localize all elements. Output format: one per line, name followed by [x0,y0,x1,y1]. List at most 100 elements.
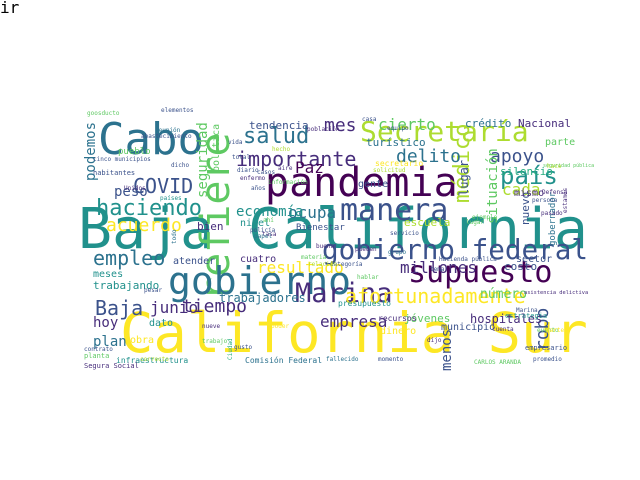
word: Unidos [124,185,146,192]
word: buena [316,243,335,250]
word: Secretaría [360,115,529,148]
word: elementos [161,107,194,114]
word: trabajadores [219,291,306,305]
word: crédito [465,117,512,130]
word: tiempo [182,296,248,317]
word: Marina [516,307,538,314]
word: dicho [171,162,190,169]
word: empresario [525,344,568,352]
word: cada [502,180,541,199]
word: Marina [295,278,393,309]
word: pesar [144,287,163,294]
word: bien [197,220,224,233]
word: Nacional [518,117,571,130]
word: acuerdo [106,215,182,236]
word: economía [236,204,304,220]
word: atender [173,256,216,267]
word: Defensa [542,189,568,196]
word: pueden [355,246,377,253]
word: tendencia [249,119,309,132]
word: nueve [202,323,221,330]
word: casos [257,169,276,176]
word: tema [430,266,445,273]
word: resultado [257,258,344,277]
word: escuela [404,216,451,229]
word: total [232,154,251,161]
word: jóvenes [404,312,451,325]
word: Hacienda pública [439,256,497,263]
word: información [268,179,308,186]
word: abastecimiento [141,133,192,140]
word: supuesto [408,255,553,290]
word: junio [150,298,199,317]
word: obra [130,335,155,346]
word: hoy [93,315,119,331]
word: todo [171,229,178,244]
word: millones [400,258,478,277]
word: parte [546,327,565,334]
word: goosducto [87,110,120,117]
word: hablar [357,274,379,281]
word: contrato [84,346,113,353]
word: cierto [378,115,436,134]
word: empresa [320,312,388,331]
word: policía [250,227,276,234]
word: poder [271,323,290,330]
word: reunión [155,127,181,134]
word: grupo [388,249,407,256]
word: cinco municipios [93,156,151,163]
word: aire [278,165,293,172]
word: número [480,287,527,302]
word: haciendo [96,196,202,221]
word: mismo [514,188,545,199]
word: CARLOS ARANDA [474,359,521,366]
word: papel [254,233,273,240]
word: apoyo [490,146,545,167]
word: correcto [140,356,169,363]
word: pasado [541,210,563,217]
word: secretario [375,159,424,168]
word: diario [237,167,259,174]
word: Categoría [330,261,363,268]
word: Baja [95,296,144,320]
word: Comisión Federal [245,356,323,365]
word: costo [504,260,538,273]
word: Bienestar [296,223,345,233]
word: planta [84,352,110,360]
word: estrategia [505,312,548,320]
word: manera [340,193,449,228]
word: solicitud [373,167,406,174]
word: recursos [378,314,417,323]
word: país [500,162,558,190]
word: Paz [295,158,324,177]
word: peso [114,184,148,200]
word: momento [378,356,404,363]
word: gente [358,179,389,190]
word: persona [532,197,558,204]
word: estamos [562,187,569,213]
word: nivel [240,218,271,229]
word: gobierno [168,259,352,303]
word: equipo [387,125,409,132]
word: parte [545,137,576,148]
word: política [211,123,222,172]
word: servicio [390,230,419,237]
word: enfermo [240,175,266,182]
word: hace [547,163,562,170]
word: COVID [133,174,194,198]
word: cuenta [492,326,514,333]
word: Ciudad [227,338,234,360]
word: vida [228,139,243,146]
word: hospitales [470,312,543,326]
word: situación [485,148,501,224]
word: menos [439,328,455,371]
word: seguridad [195,122,211,198]
word: Cabo [98,114,204,165]
word: gusto [234,344,253,351]
word: lugar [466,219,485,226]
word: países [160,195,182,202]
word: promedio [533,356,562,363]
word: sector [516,254,553,265]
word: turístico [366,136,426,149]
word: plan [93,334,127,350]
